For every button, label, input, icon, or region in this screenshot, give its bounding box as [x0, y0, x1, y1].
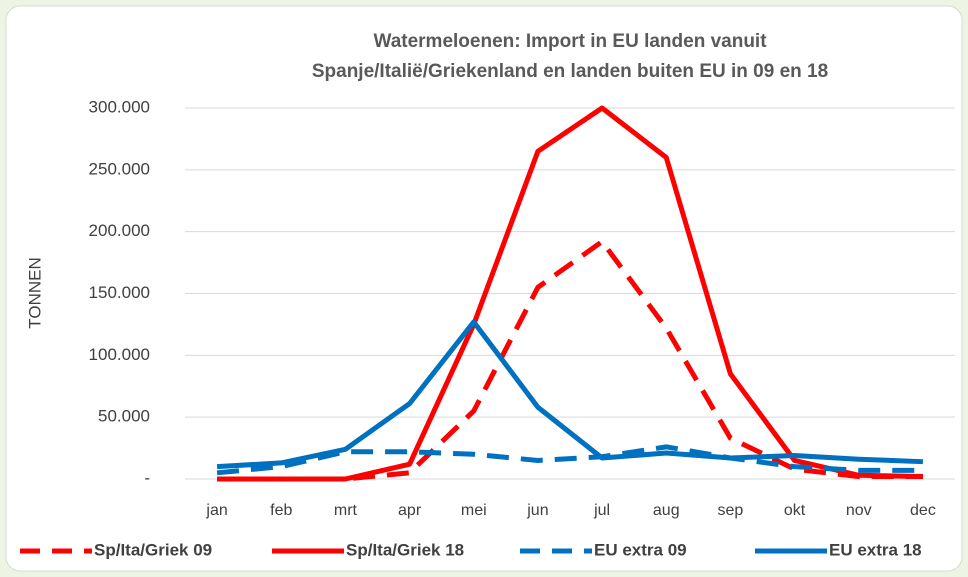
x-tick-label: sep — [718, 502, 744, 519]
x-tick-label: apr — [398, 502, 422, 519]
y-tick-label: 150.000 — [89, 283, 150, 302]
y-tick-label: - — [144, 468, 150, 487]
y-tick-label: 300.000 — [89, 97, 150, 116]
y-tick-label: 50.000 — [98, 407, 150, 426]
legend-label: EU extra 18 — [829, 540, 922, 559]
legend-label: EU extra 09 — [594, 540, 687, 559]
x-tick-label: jan — [205, 502, 227, 519]
x-tick-label: feb — [270, 502, 292, 519]
legend-label: Sp/Ita/Griek 09 — [94, 540, 212, 559]
x-tick-label: dec — [910, 502, 936, 519]
line-series — [217, 105, 923, 482]
x-tick-label: nov — [846, 502, 872, 519]
chart-title: Spanje/Italië/Griekenland en landen buit… — [312, 61, 828, 82]
line-series — [216, 444, 923, 476]
legend-label: Sp/Ita/Griek 18 — [346, 540, 464, 559]
x-tick-label: okt — [784, 502, 806, 519]
chart-title: Watermeloenen: Import in EU landen vanui… — [373, 31, 767, 52]
y-axis-label: TONNEN — [25, 257, 44, 328]
y-tick-label: 100.000 — [89, 345, 150, 364]
x-tick-label: jul — [593, 502, 610, 519]
y-tick-label: 200.000 — [89, 221, 150, 240]
line-series — [216, 319, 924, 470]
x-tick-label: mei — [461, 502, 487, 519]
x-tick-label: mrt — [334, 502, 358, 519]
y-tick-label: 250.000 — [89, 159, 150, 178]
x-tick-label: jun — [526, 502, 548, 519]
x-tick-label: aug — [653, 502, 680, 519]
